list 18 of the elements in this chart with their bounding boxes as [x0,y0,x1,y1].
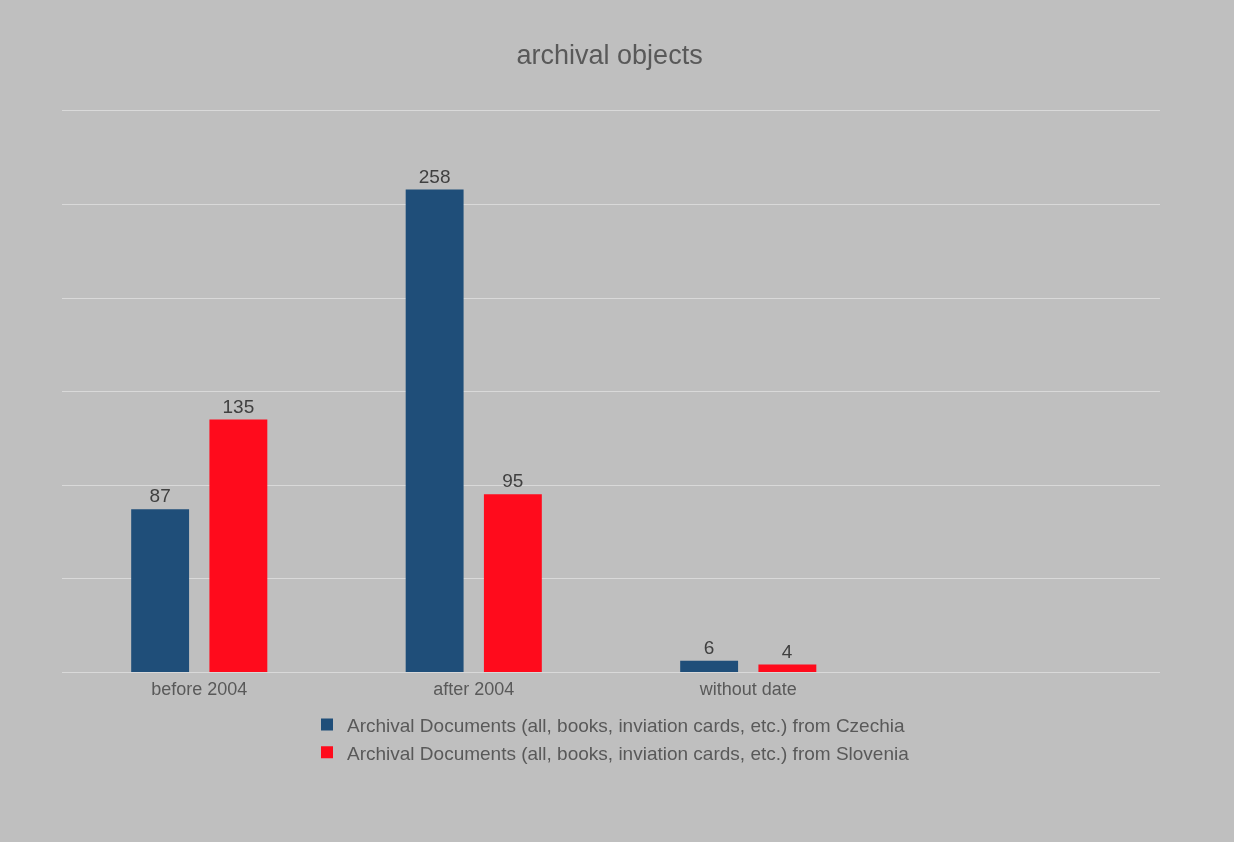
legend-label: Archival Documents (all, books, inviation cards, etc.) from Slovenia [347,742,910,764]
data-label: 6 [703,636,715,658]
data-label: 87 [149,485,171,507]
x-tick-label: after 2004 [433,678,515,699]
data-label: 95 [502,470,524,492]
bar [209,419,268,672]
x-tick-label: without date [698,678,797,699]
data-label: 135 [222,395,255,417]
legend-label: Archival Documents (all, books, inviation cards, etc.) from Czechia [347,714,905,736]
data-label: 258 [418,165,451,187]
bar [680,660,739,672]
chart-title: archival objects [516,40,703,71]
bar [758,664,817,672]
x-tick-label: before 2004 [151,678,248,699]
bar [131,509,190,672]
data-label: 4 [781,640,793,662]
bar [405,189,464,672]
bar [483,494,542,672]
